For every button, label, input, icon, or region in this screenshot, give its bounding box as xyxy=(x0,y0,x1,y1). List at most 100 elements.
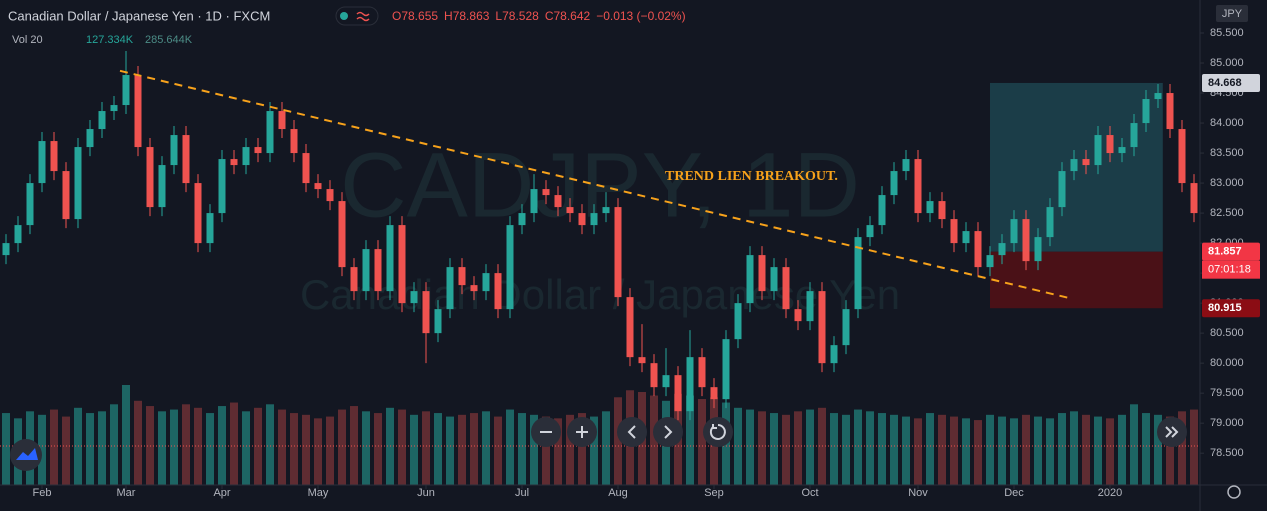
candle-body xyxy=(686,357,694,412)
candle-body xyxy=(674,375,682,412)
layer: 78.50079.00079.50080.00080.50081.00081.5… xyxy=(33,27,1260,499)
candle-body xyxy=(122,75,130,106)
settings-button[interactable] xyxy=(1227,485,1241,499)
volume-bar xyxy=(1010,418,1018,485)
volume-bar xyxy=(302,414,310,485)
candle-body xyxy=(926,201,934,214)
candle-body xyxy=(554,195,562,208)
status-pill[interactable] xyxy=(335,6,379,26)
candle-body xyxy=(746,255,754,304)
countdown: 07:01:18 xyxy=(1208,264,1251,276)
volume-bar xyxy=(1022,414,1030,485)
candle-body xyxy=(62,171,70,220)
y-tick-label: 85.500 xyxy=(1210,27,1244,39)
candle-body xyxy=(566,207,574,214)
candle-body xyxy=(2,243,10,256)
volume-bar xyxy=(110,404,118,485)
currency-badge[interactable] xyxy=(1216,5,1248,22)
volume-bar xyxy=(566,414,574,485)
volume-bar xyxy=(458,414,466,485)
scroll-left-button[interactable] xyxy=(617,417,647,447)
x-tick-label: Aug xyxy=(608,487,628,499)
volume-bar xyxy=(962,418,970,485)
status-icon xyxy=(356,11,370,22)
candle-body xyxy=(890,171,898,196)
candle-body xyxy=(50,141,58,172)
volume-bar xyxy=(1178,411,1186,485)
volume-bar xyxy=(38,414,46,485)
volume-title: Vol 20 xyxy=(12,34,43,46)
annotation: TREND LIEN BREAKOUT. xyxy=(665,169,838,184)
candle-body xyxy=(326,189,334,202)
candle-body xyxy=(998,243,1006,256)
target-label-box xyxy=(1202,73,1260,92)
candle-body xyxy=(350,267,358,292)
volume-bar xyxy=(410,414,418,485)
x-tick-label: Dec xyxy=(1004,487,1024,499)
volume-bar xyxy=(1046,418,1054,485)
candle-body xyxy=(38,141,46,184)
volume-bar xyxy=(926,413,934,485)
x-tick-label: Nov xyxy=(908,487,928,499)
volume-bar xyxy=(314,418,322,485)
volume-bar xyxy=(794,411,802,485)
candle-body xyxy=(866,225,874,238)
volume-bar xyxy=(158,411,166,485)
candle-body xyxy=(974,231,982,268)
candle-body xyxy=(266,111,274,154)
volume-bar xyxy=(602,411,610,485)
candle-body xyxy=(146,147,154,208)
candle-body xyxy=(1178,129,1186,184)
candle-body xyxy=(422,291,430,334)
candle-body xyxy=(170,135,178,166)
candle-body xyxy=(1094,135,1102,166)
scroll-right-button[interactable] xyxy=(653,417,683,447)
candle-body xyxy=(362,249,370,292)
candle-body xyxy=(770,267,778,292)
candle-body xyxy=(878,195,886,226)
x-tick-label: Feb xyxy=(33,487,52,499)
volume-bar xyxy=(62,416,70,485)
candle-body xyxy=(1010,219,1018,244)
volume-bar xyxy=(266,404,274,485)
volume-bar xyxy=(242,411,250,485)
x-tick-label: Apr xyxy=(213,487,230,499)
volume-bar xyxy=(746,409,754,485)
candle-body xyxy=(110,105,118,112)
candle-body xyxy=(506,225,514,310)
volume-bar xyxy=(770,413,778,485)
candle-body xyxy=(950,219,958,244)
volume-bar xyxy=(1082,414,1090,485)
candle-body xyxy=(1130,123,1138,148)
candle-body xyxy=(830,345,838,364)
candle-body xyxy=(338,201,346,268)
volume-bar xyxy=(806,409,814,485)
ohlc-legend: O78.655 H78.863 L78.528 C78.642 −0.013 (−0.0… xyxy=(392,9,686,23)
candle-body xyxy=(578,213,586,226)
candle-body xyxy=(842,309,850,346)
candle-body xyxy=(206,213,214,244)
symbol-title: Canadian Dollar / Japanese Yen · 1D · FX… xyxy=(8,8,270,23)
volume-bar xyxy=(542,416,550,485)
stop-label-box xyxy=(1202,299,1260,318)
volume-bar xyxy=(938,414,946,485)
y-tick-label: 80.500 xyxy=(1210,327,1244,339)
reset-button[interactable] xyxy=(703,417,733,447)
candle-body xyxy=(806,291,814,322)
volume-bar xyxy=(122,385,130,485)
volume-bar xyxy=(842,414,850,485)
volume-value: 127.334K xyxy=(86,34,134,46)
volume-bar xyxy=(170,409,178,485)
candle-body xyxy=(290,129,298,154)
x-tick-label: Sep xyxy=(704,487,724,499)
trendline xyxy=(119,69,1071,300)
volume-bar xyxy=(422,411,430,485)
y-tick-label: 82.500 xyxy=(1210,207,1244,219)
layer xyxy=(2,32,1204,489)
candle-body xyxy=(386,225,394,292)
stop-zone xyxy=(990,251,1163,309)
candle-body xyxy=(134,75,142,148)
volume-bar xyxy=(482,411,490,485)
x-tick-label: Jul xyxy=(515,487,529,499)
